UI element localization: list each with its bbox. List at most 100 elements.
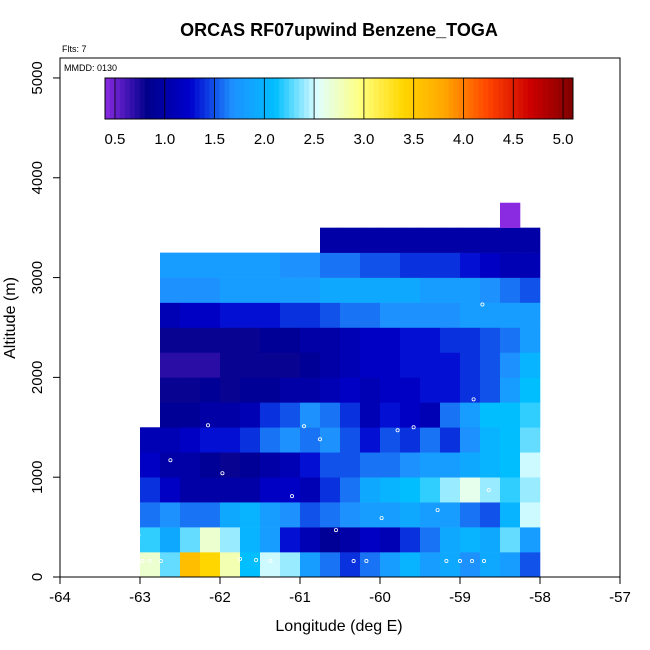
- heatmap-cell: [420, 402, 441, 428]
- sample-point: [253, 558, 258, 563]
- colorbar-segment: [204, 78, 210, 119]
- colorbar-segment: [224, 78, 230, 119]
- heatmap-cell: [400, 302, 421, 328]
- colorbar-segment: [174, 78, 181, 119]
- colorbar-segment: [348, 78, 355, 119]
- heatmap-cell: [220, 552, 241, 578]
- sample-point: [480, 302, 485, 307]
- heatmap-cell: [300, 277, 321, 303]
- heatmap-cell: [180, 427, 201, 453]
- heatmap-cell: [320, 402, 341, 428]
- colorbar-tick-label: 2.0: [254, 131, 275, 148]
- heatmap-cell: [300, 327, 321, 353]
- heatmap-cells: [140, 202, 541, 578]
- colorbar-segment: [568, 78, 574, 119]
- sample-point: [136, 533, 141, 538]
- colorbar-segment: [358, 78, 365, 119]
- heatmap-cell: [360, 227, 381, 253]
- heatmap-cell: [220, 252, 241, 278]
- heatmap-cell: [440, 277, 461, 303]
- colorbar-segment: [309, 78, 315, 119]
- heatmap-cell: [400, 552, 421, 578]
- heatmap-cell: [200, 302, 221, 328]
- sample-point: [435, 508, 440, 513]
- heatmap-cell: [360, 302, 381, 328]
- sample-points: [123, 209, 492, 564]
- colorbar: 0.5 1.0 1.5 2.0 2.5 3.0 3.5 4.0 4.5 5.0: [104, 77, 574, 148]
- heatmap-cell: [420, 552, 441, 578]
- heatmap-cell: [240, 352, 261, 378]
- heatmap-cell: [240, 402, 261, 428]
- heatmap-cell: [360, 327, 381, 353]
- x-tick-label: -58: [529, 589, 551, 606]
- colorbar-segment: [129, 78, 136, 119]
- colorbar-segment: [304, 78, 310, 119]
- sample-point: [481, 559, 486, 564]
- sample-point: [268, 559, 273, 564]
- heatmap-cell: [280, 252, 301, 278]
- colorbar-segment: [443, 78, 449, 119]
- colorbar-segment: [154, 78, 161, 119]
- heatmap-cell: [320, 477, 341, 503]
- heatmap-cell: [320, 377, 341, 403]
- heatmap-cell: [360, 427, 381, 453]
- colorbar-segment: [383, 78, 390, 119]
- heatmap-cell: [220, 327, 241, 353]
- heatmap-cell: [460, 252, 481, 278]
- heatmap-cell: [360, 552, 381, 578]
- sample-point: [364, 559, 369, 564]
- colorbar-segment: [373, 78, 380, 119]
- heatmap-cell: [460, 427, 481, 453]
- heatmap-cell: [280, 402, 301, 428]
- heatmap-cell: [400, 427, 421, 453]
- heatmap-cell: [460, 302, 481, 328]
- heatmap-cell: [520, 302, 541, 328]
- colorbar-segment: [378, 78, 385, 119]
- colorbar-segment: [149, 78, 156, 119]
- colorbar-segment: [553, 78, 559, 119]
- x-tick-label: -61: [289, 589, 311, 606]
- heatmap-cell: [240, 452, 261, 478]
- heatmap-cell: [460, 227, 481, 253]
- heatmap-cell: [340, 452, 361, 478]
- heatmap-cell: [500, 402, 521, 428]
- heatmap-cell: [320, 352, 341, 378]
- heatmap-cell: [160, 327, 181, 353]
- heatmap-cell: [200, 552, 221, 578]
- heatmap-cell: [420, 302, 441, 328]
- heatmap-cell: [440, 402, 461, 428]
- heatmap-cell: [500, 477, 521, 503]
- colorbar-segment: [314, 78, 320, 119]
- heatmap-cell: [200, 402, 221, 428]
- heatmap-cell: [200, 502, 221, 528]
- heatmap-cell: [420, 327, 441, 353]
- heatmap-cell: [400, 252, 421, 278]
- colorbar-segment: [105, 78, 111, 119]
- colorbar-segment: [493, 78, 499, 119]
- heatmap-cell: [480, 252, 501, 278]
- heatmap-cell: [480, 352, 501, 378]
- colorbar-frame: [104, 77, 574, 120]
- colorbar-segment: [438, 78, 444, 119]
- heatmap-cell: [420, 252, 441, 278]
- heatmap-cell: [240, 427, 261, 453]
- heatmap-cell: [460, 377, 481, 403]
- colorbar-segment: [453, 78, 459, 119]
- colorbar-segment: [508, 78, 514, 119]
- heatmap-cell: [340, 552, 361, 578]
- heatmap-cell: [280, 427, 301, 453]
- colorbar-segment: [219, 78, 225, 119]
- colorbar-tick-label: 1.5: [204, 131, 225, 148]
- colorbar-segment: [119, 78, 126, 119]
- heatmap-cell: [200, 452, 221, 478]
- sample-point: [123, 447, 128, 452]
- heatmap-cell: [460, 327, 481, 353]
- heatmap-cell: [180, 402, 201, 428]
- heatmap-cell: [320, 327, 341, 353]
- heatmap-cell: [280, 502, 301, 528]
- heatmap-cell: [320, 527, 341, 553]
- heatmap-cell: [400, 527, 421, 553]
- colorbar-segment: [249, 78, 255, 119]
- colorbar-segment: [513, 78, 519, 119]
- heatmap-cell: [220, 352, 241, 378]
